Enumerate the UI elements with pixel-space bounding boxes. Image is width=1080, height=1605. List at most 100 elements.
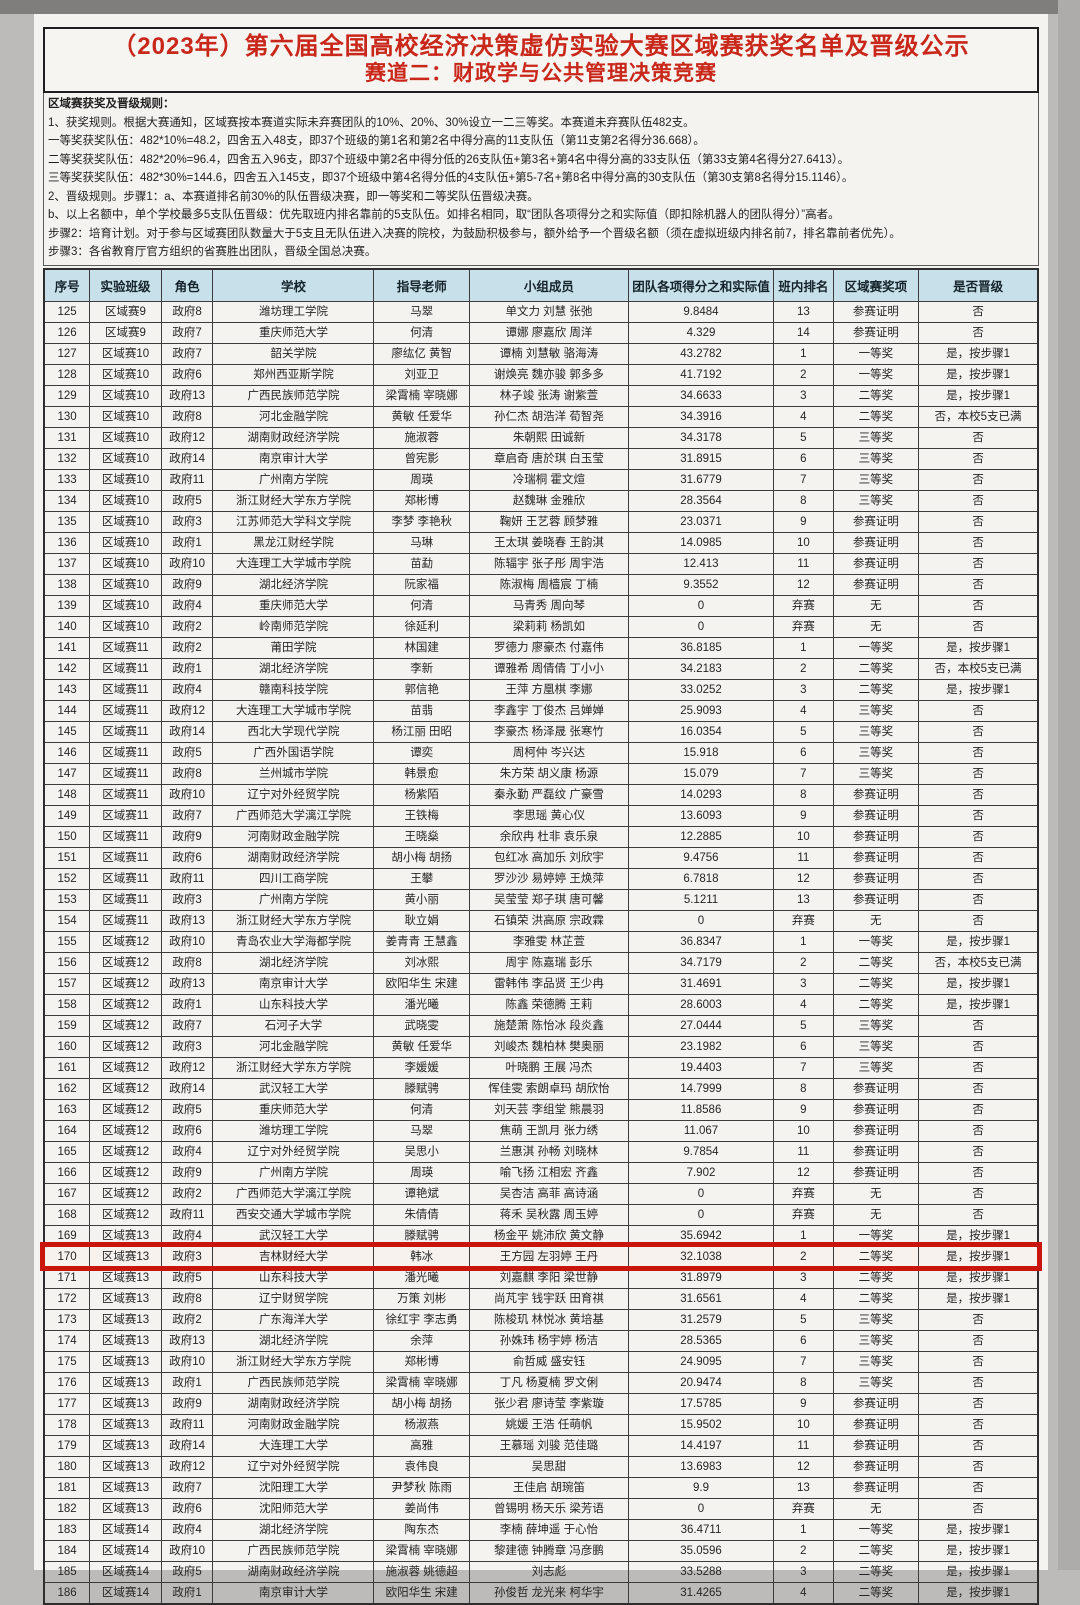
- table-cell: 政府4: [160, 1140, 214, 1163]
- table-cell: 否: [918, 531, 1039, 554]
- table-cell: 166: [43, 1161, 91, 1184]
- table-cell: 杨江丽 田昭: [373, 720, 470, 743]
- table-cell: 8: [773, 1371, 834, 1394]
- table-cell: 二等奖: [832, 993, 920, 1016]
- table-row-highlighted: 170 区域赛13 政府3 吉林财经大学 韩冰 王方园 左羽婷 王丹 32.1038 2 二等奖…: [40, 1242, 1042, 1271]
- table-cell: 政府7: [160, 342, 214, 365]
- rule-line: 1、获奖规则。根据大赛通知，区域赛按本赛道实际未弃赛团队的10%、20%、30%…: [48, 116, 695, 129]
- table-row: 155 区域赛12 政府10 青岛农业大学海都学院 姜青青 王慧鑫 李雅雯 林芷萱 36.8…: [43, 930, 1039, 953]
- table-cell: 否: [918, 1371, 1039, 1394]
- table-cell: 大连理工大学城市学院: [212, 699, 375, 722]
- table-cell: 区域赛13: [89, 1329, 162, 1352]
- table-cell: 区域赛11: [89, 678, 162, 701]
- table-cell: 区域赛12: [89, 1182, 162, 1205]
- table-cell: 王攀: [373, 867, 470, 890]
- rule-line: 三等奖获奖队伍：482*30%=144.6，四舍五入145支，即37个班级中第4…: [48, 172, 854, 184]
- table-cell: 167: [43, 1182, 91, 1205]
- table-cell: 区域赛10: [89, 510, 162, 533]
- table-cell: 181: [43, 1476, 91, 1499]
- table-cell: 35.0596: [627, 1539, 775, 1562]
- table-cell: 178: [43, 1413, 91, 1436]
- table-cell: 河北金融学院: [212, 1035, 375, 1058]
- column-header: 序号: [43, 268, 91, 302]
- table-cell: 是，按步骤1: [918, 1224, 1039, 1247]
- table-cell: 政府2: [160, 1308, 214, 1331]
- table-row: 137 区域赛10 政府10 大连理工大学城市学院 苗勐 陈辐宇 张子彤 周宇浩 12.41…: [43, 552, 1039, 575]
- table-row: 159 区域赛12 政府7 石河子大学 武晓雯 施楚萧 陈怡冰 段炎鑫 27.0444 5 三等…: [43, 1014, 1039, 1037]
- table-cell: 11: [773, 846, 834, 869]
- table-cell: 一等奖: [832, 636, 920, 659]
- table-cell: 否: [918, 762, 1039, 785]
- table-cell: 梁霄楠 宰晓娜: [373, 384, 470, 407]
- table-cell: 否: [918, 594, 1039, 617]
- table-cell: 王慕瑶 刘骏 范佳璐: [468, 1434, 629, 1457]
- table-cell: 区域赛12: [89, 1119, 162, 1142]
- table-cell: 政府6: [160, 363, 214, 386]
- table-cell: 湖南财政经济学院: [212, 846, 375, 869]
- table-cell: 是，按步骤1: [918, 1539, 1039, 1562]
- column-header: 班内排名: [773, 268, 834, 302]
- table-cell: 区域赛11: [89, 846, 162, 869]
- table-cell: 7: [773, 1350, 834, 1373]
- table-row: 154 区域赛11 政府13 浙江财经大学东方学院 耿立娟 石镇荣 洪高原 宗政霖 0 弃赛无…: [43, 909, 1039, 932]
- table-cell: 参赛证明: [832, 300, 920, 323]
- table-cell: 6: [773, 447, 834, 470]
- table-row: 144 区域赛11 政府12 大连理工大学城市学院 苗翡 李鑫宇 丁俊杰 吕婵婵 25.90…: [43, 699, 1039, 722]
- table-cell: 章启奇 唐於琪 白玉莹: [468, 447, 629, 470]
- table-row: 145 区域赛11 政府14 西北大学现代学院 杨江丽 田昭 李豪杰 杨泽晟 张寒竹 16.…: [43, 720, 1039, 743]
- table-cell: 政府2: [160, 636, 214, 659]
- table-cell: 兰州城市学院: [212, 762, 375, 785]
- table-cell: 否: [918, 321, 1039, 344]
- table-cell: 24.9095: [627, 1350, 775, 1373]
- table-cell: 15.9502: [627, 1413, 775, 1436]
- table-cell: 区域赛12: [89, 1161, 162, 1184]
- table-cell: 杨紫陌: [373, 783, 470, 806]
- table-cell: 0: [627, 594, 775, 617]
- table-cell: 政府3: [160, 1245, 214, 1268]
- table-cell: 区域赛10: [89, 405, 162, 428]
- table-cell: 辽宁对外经贸学院: [212, 1455, 375, 1478]
- table-cell: 胡小梅 胡扬: [373, 1392, 470, 1415]
- table-row: 167 区域赛12 政府2 广西师范大学漓江学院 谭艳斌 吴杏洁 高菲 高诗涵 0 弃赛无否: [43, 1182, 1039, 1205]
- table-cell: 韩景愈: [373, 762, 470, 785]
- table-cell: 否: [918, 1056, 1039, 1079]
- table-cell: 135: [43, 510, 91, 533]
- table-cell: 政府6: [160, 1119, 214, 1142]
- scan-edge-right: [1058, 0, 1080, 1570]
- table-cell: 32.1038: [627, 1245, 775, 1268]
- table-cell: 广州南方学院: [212, 468, 375, 491]
- table-cell: 曾锡明 杨天乐 梁芳语: [468, 1497, 629, 1520]
- table-cell: 否: [918, 489, 1039, 512]
- table-cell: 147: [43, 762, 91, 785]
- table-cell: 王佳启 胡琬笛: [468, 1476, 629, 1499]
- table-cell: 是，按步骤1: [918, 1266, 1039, 1289]
- table-cell: 湖北经济学院: [212, 951, 375, 974]
- table-cell: 12: [773, 573, 834, 596]
- table-cell: 弃赛: [773, 1182, 834, 1205]
- table-cell: 参赛证明: [832, 1392, 920, 1415]
- table-cell: 25.9093: [627, 699, 775, 722]
- table-cell: 176: [43, 1371, 91, 1394]
- table-cell: 31.4691: [627, 972, 775, 995]
- table-cell: 否: [918, 867, 1039, 890]
- table-cell: 恽佳雯 索朗卓玛 胡欣怡: [468, 1077, 629, 1100]
- table-row: 143 区域赛11 政府4 赣南科技学院 郭信艳 王萍 方凰棋 李娜 33.0252 3 二等奖…: [43, 678, 1039, 701]
- table-cell: 5: [773, 1308, 834, 1331]
- table-cell: 叶晓鹏 王展 冯杰: [468, 1056, 629, 1079]
- table-cell: 郑州西亚斯学院: [212, 363, 375, 386]
- table-cell: 浙江财经大学东方学院: [212, 909, 375, 932]
- table-cell: 区域赛10: [89, 573, 162, 596]
- table-cell: 区域赛11: [89, 825, 162, 848]
- table-cell: 11: [773, 1140, 834, 1163]
- table-cell: 31.8915: [627, 447, 775, 470]
- table-cell: 赣南科技学院: [212, 678, 375, 701]
- table-cell: 政府10: [160, 552, 214, 575]
- table-cell: 12: [773, 1161, 834, 1184]
- table-cell: 政府4: [160, 1224, 214, 1247]
- table-cell: 182: [43, 1497, 91, 1520]
- table-cell: 1: [773, 930, 834, 953]
- table-cell: 苗翡: [373, 699, 470, 722]
- table-cell: 参赛证明: [832, 867, 920, 890]
- table-cell: 政府1: [160, 531, 214, 554]
- table-cell: 政府2: [160, 615, 214, 638]
